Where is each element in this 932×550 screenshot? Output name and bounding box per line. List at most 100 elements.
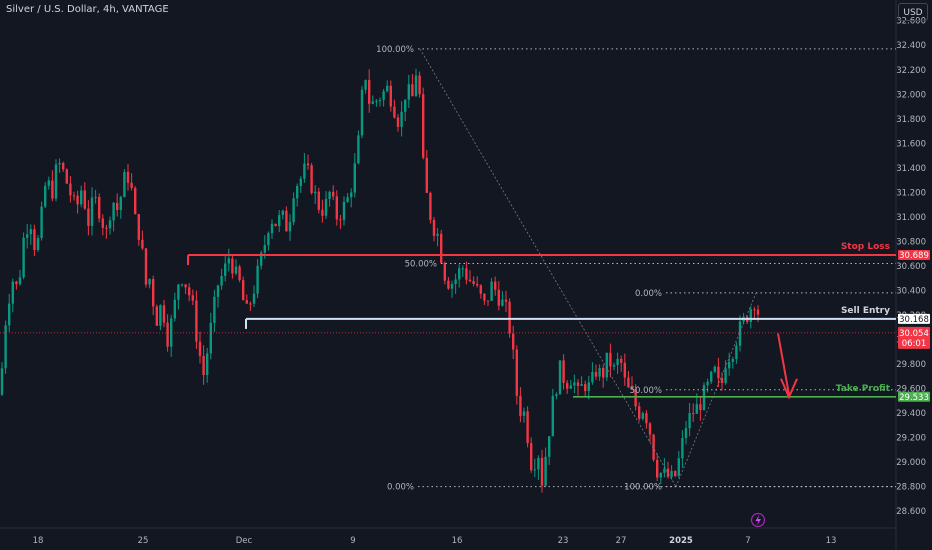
- candle-body: [364, 80, 367, 90]
- x-tick-label: 7: [745, 536, 750, 546]
- x-tick-label: 16: [452, 536, 463, 546]
- candle-body: [630, 387, 634, 390]
- y-tick-label: 29.000: [896, 458, 926, 468]
- candle-body: [4, 325, 7, 369]
- candle-body: [188, 287, 191, 296]
- candle-body: [486, 300, 490, 302]
- candle-body: [710, 371, 713, 382]
- y-tick-label: 31.400: [896, 164, 926, 174]
- candle-body: [310, 165, 313, 194]
- y-tick-label: 29.400: [896, 409, 926, 419]
- take-profit-label: Take Profit: [836, 384, 891, 394]
- y-tick-label: 28.600: [896, 507, 926, 517]
- candle-body: [530, 443, 533, 471]
- x-tick-label: 13: [826, 536, 837, 546]
- candle-body: [116, 202, 119, 210]
- candle-body: [155, 306, 158, 326]
- y-tick-label: 30.600: [896, 262, 926, 272]
- candle-body: [717, 366, 720, 379]
- symbol-title: Silver / U.S. Dollar, 4h, VANTAGE: [6, 4, 169, 15]
- candle-body: [706, 381, 709, 386]
- sell-entry-tag: 30.168: [899, 315, 929, 325]
- candle-body: [252, 293, 256, 304]
- candle-body: [33, 229, 36, 250]
- candle-body: [216, 285, 220, 297]
- candle-body: [0, 368, 4, 395]
- sell-entry-label: Sell Entry: [841, 306, 890, 316]
- candle-body: [443, 262, 446, 281]
- candle-body: [98, 196, 101, 219]
- candle-body: [623, 362, 626, 378]
- candle-body: [108, 220, 112, 229]
- candle-body: [324, 198, 328, 216]
- stop-loss-tag-bg: [898, 250, 930, 261]
- candle-body: [328, 191, 331, 199]
- candle-body: [738, 321, 742, 346]
- candle-body: [425, 157, 428, 193]
- candle-body: [396, 117, 400, 127]
- candle-body: [134, 188, 137, 215]
- candle-body: [663, 468, 666, 473]
- candle-body: [569, 385, 572, 389]
- fib-small-level-label: 50.00%: [630, 386, 662, 396]
- candle-body: [670, 471, 673, 477]
- candle-body: [51, 180, 54, 199]
- candle-body: [404, 99, 407, 112]
- candle-body: [386, 85, 389, 92]
- candle-body: [378, 100, 382, 102]
- candle-body: [22, 237, 25, 278]
- candle-body: [735, 345, 738, 360]
- candle-body: [382, 91, 385, 101]
- candle-body: [713, 366, 716, 372]
- candle-body: [144, 248, 148, 285]
- candle-body: [141, 239, 144, 249]
- stop-loss-label: Stop Loss: [841, 242, 890, 252]
- x-tick-label: 2025: [669, 536, 693, 546]
- candle-body: [130, 182, 133, 189]
- candle-body: [306, 163, 310, 166]
- candle-body: [267, 233, 270, 246]
- candle-body: [90, 197, 94, 226]
- candle-body: [26, 234, 29, 238]
- x-tick-label: 27: [616, 536, 627, 546]
- candle-body: [666, 468, 670, 477]
- candle-body: [720, 378, 724, 384]
- x-tick-label: Dec: [236, 536, 253, 546]
- candle-body: [256, 265, 259, 294]
- candle-body: [522, 411, 526, 416]
- candle-body: [353, 163, 356, 193]
- candle-body: [695, 404, 698, 414]
- y-tick-label: 32.400: [896, 41, 926, 51]
- stop-loss-tag: 30.689: [899, 251, 929, 261]
- candle-body: [278, 215, 281, 226]
- candle-body: [497, 289, 500, 306]
- x-tick-label: 9: [350, 536, 355, 546]
- take-profit-tag-bg: [898, 391, 930, 402]
- fib-small-level-label: 100.00%: [624, 483, 662, 493]
- candle-body: [44, 185, 47, 207]
- currency-button[interactable]: USD: [898, 3, 928, 21]
- candle-body: [648, 423, 652, 435]
- candle-body: [526, 411, 529, 444]
- candle-body: [616, 358, 619, 366]
- countdown-timer: 06:01: [902, 339, 927, 349]
- candle-body: [436, 233, 439, 236]
- candle-body: [508, 301, 511, 334]
- candle-body: [598, 368, 601, 377]
- y-tick-label: 32.200: [896, 66, 926, 76]
- y-tick-label: 28.800: [896, 483, 926, 493]
- candle-body: [15, 281, 18, 285]
- y-tick-label: 31.800: [896, 115, 926, 125]
- candle-body: [418, 75, 421, 95]
- candle-body: [494, 281, 497, 290]
- candle-body: [346, 197, 349, 202]
- candle-body: [281, 210, 284, 216]
- candle-body: [105, 227, 108, 229]
- fib-large-trendline: [419, 48, 677, 487]
- candle-body: [753, 309, 756, 311]
- candle-body: [234, 266, 238, 274]
- candle-body: [429, 192, 432, 220]
- candle-body: [238, 266, 241, 281]
- candle-body: [148, 279, 151, 285]
